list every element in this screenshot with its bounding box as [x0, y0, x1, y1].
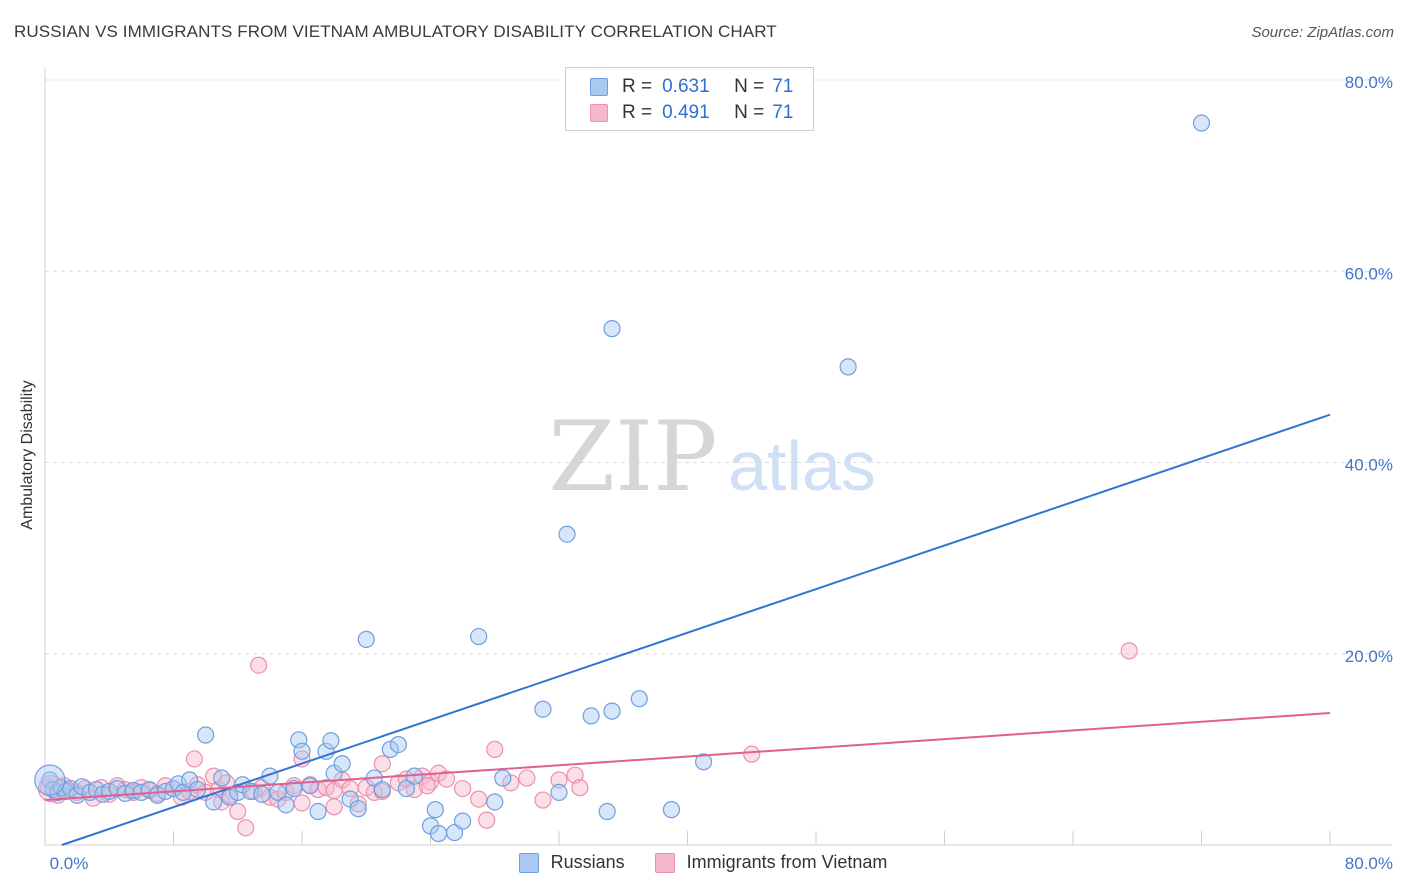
- russians-point: [598, 802, 616, 821]
- russians-point: [397, 779, 416, 798]
- correlation-legend: R = 0.631 N = 71 R = 0.491 N = 71: [565, 67, 814, 131]
- grid-layer: [44, 68, 1392, 846]
- vietnam-point: [518, 769, 536, 787]
- vietnam-point: [534, 791, 552, 809]
- russians-point: [197, 726, 215, 744]
- legend-n-value: 71: [772, 76, 794, 97]
- watermark-zip: ZIP: [548, 401, 717, 513]
- russians-point: [603, 320, 621, 338]
- legend-row-russians: R = 0.631 N = 71: [590, 75, 793, 99]
- vietnam-point: [237, 819, 255, 837]
- vietnam-point: [418, 777, 436, 795]
- vietnam-point: [1120, 642, 1138, 660]
- trend-lines: [44, 413, 1331, 846]
- vietnam-trend-line: [44, 712, 1331, 802]
- legend-label-vietnam: Immigrants from Vietnam: [686, 852, 888, 872]
- russians-trend-line: [61, 413, 1331, 846]
- russians-point: [486, 793, 504, 811]
- watermark-atlas: atlas: [728, 427, 876, 505]
- russians-point: [221, 788, 239, 806]
- vietnam-point: [486, 740, 504, 758]
- russians-point: [1192, 114, 1211, 132]
- series-legend: Russians Immigrants from Vietnam: [0, 852, 1406, 873]
- russians-point: [381, 740, 399, 758]
- russians-point: [333, 755, 351, 773]
- russians-point: [68, 786, 86, 804]
- legend-r-value: 0.491: [662, 102, 710, 123]
- legend-n-label: N =: [734, 102, 765, 123]
- russians-point: [322, 732, 340, 750]
- russians-point: [309, 802, 327, 821]
- vietnam-point: [470, 790, 488, 808]
- russians-point: [470, 627, 488, 646]
- axis-layer: 20.0% 40.0% 60.0% 80.0% 0.0% 80.0%: [50, 73, 1393, 873]
- legend-r-label: R =: [622, 102, 653, 123]
- chart-source: Source: ZipAtlas.com: [1251, 24, 1394, 41]
- chart-title: RUSSIAN VS IMMIGRANTS FROM VIETNAM AMBUL…: [14, 22, 777, 41]
- legend-row-vietnam: R = 0.491 N = 71: [590, 101, 793, 125]
- legend-r-value: 0.631: [662, 76, 710, 97]
- legend-n-value: 71: [772, 102, 794, 123]
- russians-point: [694, 753, 713, 771]
- vietnam-point: [325, 798, 343, 816]
- russians-point: [429, 824, 448, 843]
- legend-item-russians[interactable]: Russians: [518, 852, 625, 873]
- legend-swatch-russians: [590, 78, 608, 96]
- russians-point: [242, 782, 260, 801]
- russians-point: [558, 525, 576, 543]
- y-tick-label: 20.0%: [1345, 647, 1393, 666]
- russians-point: [534, 700, 552, 718]
- x-tick-label: 0.0%: [50, 854, 89, 873]
- russians-point: [630, 690, 648, 708]
- vietnam-point: [349, 795, 367, 813]
- russians-point: [373, 780, 391, 799]
- vietnam-point: [373, 755, 391, 773]
- russians-point: [349, 800, 367, 818]
- russians-point: [34, 764, 66, 796]
- vietnam-point: [571, 779, 589, 797]
- russians-point: [550, 783, 568, 802]
- x-tick-label: 80.0%: [1345, 854, 1393, 873]
- russians-point: [253, 785, 271, 803]
- vietnam-point: [478, 811, 496, 829]
- vietnam-point: [743, 745, 761, 763]
- legend-item-vietnam[interactable]: Immigrants from Vietnam: [654, 852, 888, 873]
- russians-point: [277, 796, 295, 814]
- legend-swatch-russians: [518, 852, 539, 873]
- legend-label-russians: Russians: [550, 852, 625, 872]
- y-tick-label: 60.0%: [1345, 264, 1393, 283]
- russians-point: [662, 801, 681, 819]
- russians-point: [389, 735, 407, 754]
- russians-point: [301, 777, 319, 795]
- russians-point: [494, 769, 512, 787]
- vietnam-point: [185, 750, 203, 768]
- russians-point: [426, 801, 444, 819]
- y-tick-label: 40.0%: [1345, 456, 1393, 475]
- vietnam-point: [250, 656, 268, 674]
- russians-point: [293, 742, 311, 760]
- russians-point: [357, 630, 375, 649]
- vietnam-point: [293, 794, 311, 812]
- y-tick-label: 80.0%: [1345, 73, 1393, 92]
- vietnam-point: [229, 802, 247, 821]
- vietnam-point: [550, 771, 568, 789]
- legend-n-label: N =: [734, 76, 765, 97]
- russians-point: [213, 769, 231, 787]
- vietnam-point: [502, 774, 520, 792]
- legend-swatch-vietnam: [590, 104, 608, 122]
- russians-point: [582, 707, 600, 725]
- vietnam-point: [454, 779, 472, 798]
- russians-point: [603, 702, 621, 720]
- legend-swatch-vietnam: [654, 852, 675, 873]
- legend-r-label: R =: [622, 76, 653, 97]
- russians-point: [839, 358, 857, 376]
- vietnam-point: [437, 770, 456, 788]
- russians-point: [317, 742, 335, 760]
- russians-point: [454, 812, 472, 830]
